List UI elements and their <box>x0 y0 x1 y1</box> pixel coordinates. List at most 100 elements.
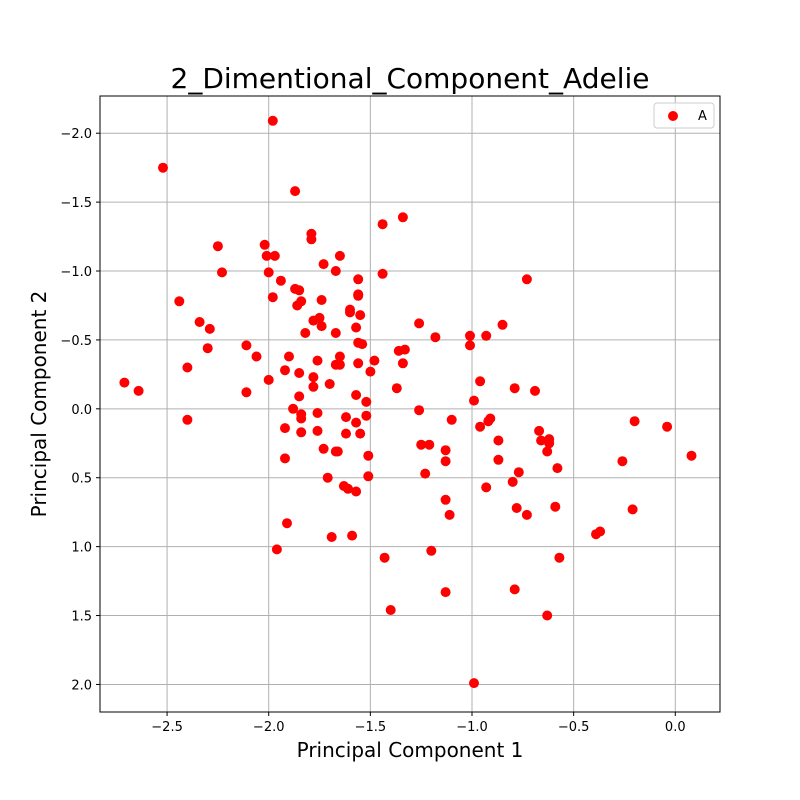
legend: A <box>653 102 715 129</box>
plot-frame <box>99 95 721 713</box>
data-point <box>509 383 520 394</box>
data-point <box>542 446 553 457</box>
data-point <box>363 450 374 461</box>
data-point <box>326 532 337 542</box>
data-point <box>361 396 372 407</box>
data-point <box>536 435 547 446</box>
data-point <box>330 446 341 457</box>
data-point <box>194 317 205 327</box>
data-point <box>263 374 274 385</box>
data-point <box>416 439 427 450</box>
data-point <box>385 605 396 615</box>
x-tick-label: −2.5 <box>151 720 183 735</box>
data-point <box>355 310 366 321</box>
data-point <box>341 428 351 439</box>
data-point <box>444 509 455 520</box>
data-point <box>365 366 376 377</box>
data-point <box>275 275 286 286</box>
data-point <box>355 428 366 439</box>
data-point <box>312 355 323 366</box>
data-point <box>440 456 451 467</box>
data-point <box>324 379 335 389</box>
data-point <box>363 471 374 482</box>
data-point <box>554 552 565 563</box>
data-point <box>334 359 345 370</box>
data-point <box>294 285 305 296</box>
data-point <box>475 376 486 387</box>
data-point <box>379 552 390 563</box>
data-point <box>280 365 290 376</box>
data-point <box>426 545 437 556</box>
data-point <box>507 476 518 487</box>
data-point <box>353 290 364 301</box>
data-point <box>330 266 341 276</box>
data-point <box>465 330 475 341</box>
y-tick-label: −0.5 <box>60 334 92 349</box>
data-point <box>391 383 402 394</box>
data-point <box>330 328 341 338</box>
data-point <box>446 414 457 425</box>
data-point <box>420 468 431 479</box>
data-point <box>521 274 532 285</box>
data-point <box>269 250 280 261</box>
x-tick-label: −0.5 <box>558 720 590 735</box>
data-point <box>306 234 317 245</box>
x-axis-label: Principal Component 1 <box>297 738 524 762</box>
data-point <box>308 315 319 326</box>
data-point <box>534 425 545 436</box>
y-tick-label: 0.5 <box>71 472 92 487</box>
data-point <box>521 509 532 520</box>
data-point <box>351 486 362 497</box>
data-point <box>334 250 345 261</box>
x-tick-label: −2.0 <box>253 720 285 735</box>
data-point <box>308 372 319 383</box>
data-point <box>251 351 262 362</box>
data-point <box>483 416 494 427</box>
data-point <box>662 421 673 432</box>
data-point <box>591 529 601 540</box>
data-point <box>259 239 270 250</box>
legend-box <box>653 102 715 129</box>
data-point <box>544 438 555 449</box>
data-point <box>241 340 252 351</box>
data-point <box>174 296 185 307</box>
x-axis-ticks: −2.5 −2.0 −1.5 −1.0 −0.5 0.0 <box>151 712 686 735</box>
data-point <box>475 421 486 432</box>
data-point <box>308 381 319 392</box>
data-point <box>357 339 368 350</box>
data-point <box>550 501 561 512</box>
data-point <box>294 368 305 378</box>
data-point <box>334 351 345 362</box>
data-point <box>393 345 404 356</box>
data-point <box>316 321 327 332</box>
data-point <box>217 267 227 278</box>
data-point <box>629 416 640 427</box>
data-point <box>397 358 408 369</box>
data-point <box>182 362 193 373</box>
data-point <box>430 332 441 343</box>
data-points <box>119 115 697 689</box>
data-point <box>318 259 329 270</box>
data-point <box>424 439 435 450</box>
data-point <box>686 450 697 461</box>
data-point <box>497 319 508 330</box>
data-point <box>312 408 323 418</box>
data-point <box>493 435 504 446</box>
data-point <box>481 330 492 341</box>
data-point <box>414 405 425 416</box>
data-point <box>202 343 213 354</box>
data-point <box>271 544 282 555</box>
data-point <box>481 482 492 493</box>
data-point <box>343 483 353 494</box>
data-point <box>440 587 451 598</box>
data-point <box>440 494 451 505</box>
data-point <box>263 267 274 278</box>
y-tick-label: 1.5 <box>71 610 92 625</box>
data-point <box>204 323 215 334</box>
legend-marker <box>668 111 678 121</box>
y-tick-label: −2.0 <box>60 127 92 142</box>
data-point <box>509 584 520 595</box>
data-point <box>397 212 408 223</box>
y-tick-label: 2.0 <box>71 678 92 693</box>
